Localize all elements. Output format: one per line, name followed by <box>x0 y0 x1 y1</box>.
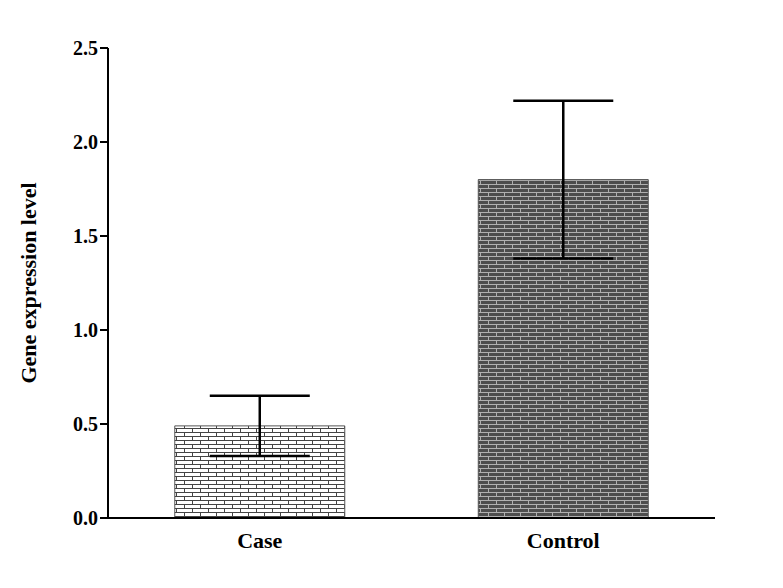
svg-text:Control: Control <box>527 528 600 553</box>
svg-text:2.5: 2.5 <box>73 37 98 59</box>
svg-text:Case: Case <box>237 528 282 553</box>
svg-text:1.5: 1.5 <box>73 225 98 247</box>
svg-text:0.0: 0.0 <box>73 507 98 529</box>
svg-text:2.0: 2.0 <box>73 131 98 153</box>
svg-text:Gene expression level: Gene expression level <box>16 182 41 383</box>
svg-text:0.5: 0.5 <box>73 413 98 435</box>
svg-text:1.0: 1.0 <box>73 319 98 341</box>
